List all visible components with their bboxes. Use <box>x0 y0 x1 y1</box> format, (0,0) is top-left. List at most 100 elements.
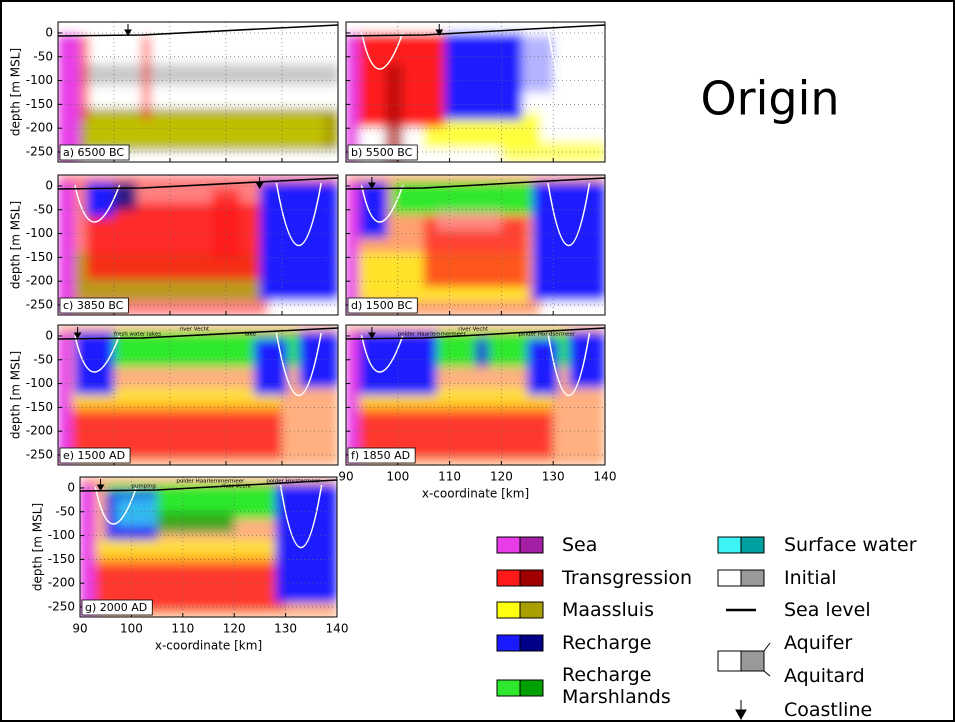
y-tick-label: -200 <box>48 576 75 590</box>
slide-title: Origin <box>700 72 839 126</box>
panel: b) 5500 BC <box>345 21 606 163</box>
zone <box>114 182 137 210</box>
zone <box>444 33 523 121</box>
panel-label-box <box>59 447 131 464</box>
zone <box>532 182 605 301</box>
annotation: fresh water lakes <box>114 332 161 338</box>
panel-label-box <box>81 599 153 616</box>
coastline-arrow <box>435 24 444 36</box>
contour <box>547 332 591 397</box>
y-tick-label: -250 <box>26 145 53 159</box>
y-tick-label: -200 <box>26 424 53 438</box>
x-tick-label: 120 <box>223 622 246 636</box>
panel-image <box>58 22 338 162</box>
zone <box>268 301 338 315</box>
zone <box>254 339 288 395</box>
y-tick-label: -50 <box>33 202 53 216</box>
legend-label: Maassluis <box>562 599 654 621</box>
legend-swatch <box>496 679 521 697</box>
zone <box>92 540 286 564</box>
contour <box>275 332 322 397</box>
panel-image <box>58 175 338 315</box>
zone <box>86 114 324 148</box>
contour <box>74 334 121 373</box>
legend-swatch <box>740 650 765 672</box>
panel-label-box <box>59 297 129 314</box>
annotation: river Vecht <box>221 484 252 490</box>
legend-label: Surface water <box>784 534 917 556</box>
legend-swatch <box>740 569 765 587</box>
zone <box>540 301 605 315</box>
y-tick-label: -250 <box>26 448 53 462</box>
zone <box>157 512 235 533</box>
x-tick-label: 110 <box>438 470 461 484</box>
x-tick-label: 100 <box>386 470 409 484</box>
x-tick-label: 130 <box>542 470 565 484</box>
zone <box>86 182 114 217</box>
zone <box>80 484 96 617</box>
contour <box>94 486 138 525</box>
annotation: polder Haarlemmermeer <box>398 332 467 338</box>
y-tick-label: 0 <box>45 328 53 342</box>
zone <box>142 36 151 120</box>
sea-level <box>346 24 605 37</box>
sea-level <box>80 479 337 492</box>
y-tick-label: -250 <box>48 600 75 614</box>
panel-label-box <box>347 297 418 314</box>
zone <box>392 182 541 215</box>
legend-label: Aquitard <box>784 665 865 687</box>
x-axis-label: x-coordinate [km] <box>155 639 262 653</box>
contour <box>547 29 591 94</box>
zone <box>501 141 605 162</box>
y-tick-label: -150 <box>26 250 53 264</box>
zone <box>58 332 72 465</box>
x-tick-label: 110 <box>171 622 194 636</box>
panel-fill <box>346 175 605 315</box>
coastline-arrow <box>368 327 376 339</box>
panel-frame <box>345 324 606 466</box>
annotation: lake <box>245 332 257 338</box>
zone <box>72 388 282 412</box>
zone <box>384 64 403 162</box>
panel-fill <box>80 477 337 617</box>
legend-aquitard-leader <box>763 670 771 677</box>
sea-level <box>58 24 338 37</box>
legend-swatch <box>496 569 521 587</box>
legend-label: Transgression <box>562 567 693 589</box>
x-tick-label: 120 <box>490 470 513 484</box>
sea-level <box>346 327 605 340</box>
contour <box>275 182 322 247</box>
panel-frame <box>345 174 606 316</box>
zone <box>80 64 338 85</box>
panel-frame <box>57 324 339 466</box>
legend-swatch <box>519 601 544 619</box>
y-axis-label: depth [m MSL] <box>31 503 45 591</box>
contour <box>279 484 323 549</box>
panel-label: c) 3850 BC <box>63 299 124 312</box>
panel-image <box>346 175 605 315</box>
y-tick-label: -150 <box>48 552 75 566</box>
coastline-arrow <box>255 177 264 189</box>
y-tick-label: -100 <box>26 226 53 240</box>
panel-fill <box>346 22 605 162</box>
legend-swatch <box>496 601 521 619</box>
annotation: polder Haarlemmermeer <box>176 479 245 485</box>
legend-label: Initial <box>784 567 837 589</box>
contour <box>360 334 404 373</box>
annotation: river Vecht <box>179 327 210 333</box>
contour <box>360 184 404 223</box>
panel-label: d) 1500 BC <box>351 299 413 312</box>
annotation: river Vecht <box>458 327 489 333</box>
panel-frame <box>57 21 339 163</box>
zone <box>74 332 114 395</box>
legend-swatch <box>519 569 544 587</box>
y-tick-label: -100 <box>26 73 53 87</box>
zone <box>522 36 554 92</box>
legend-swatch <box>717 569 742 587</box>
annotation: polder Horstermeer <box>266 479 321 485</box>
zone <box>358 332 437 395</box>
legend-label: Coastline <box>784 699 873 721</box>
panel: 90 100 110 120 130 140 x-coordinate [km] f) 185… <box>338 324 616 501</box>
